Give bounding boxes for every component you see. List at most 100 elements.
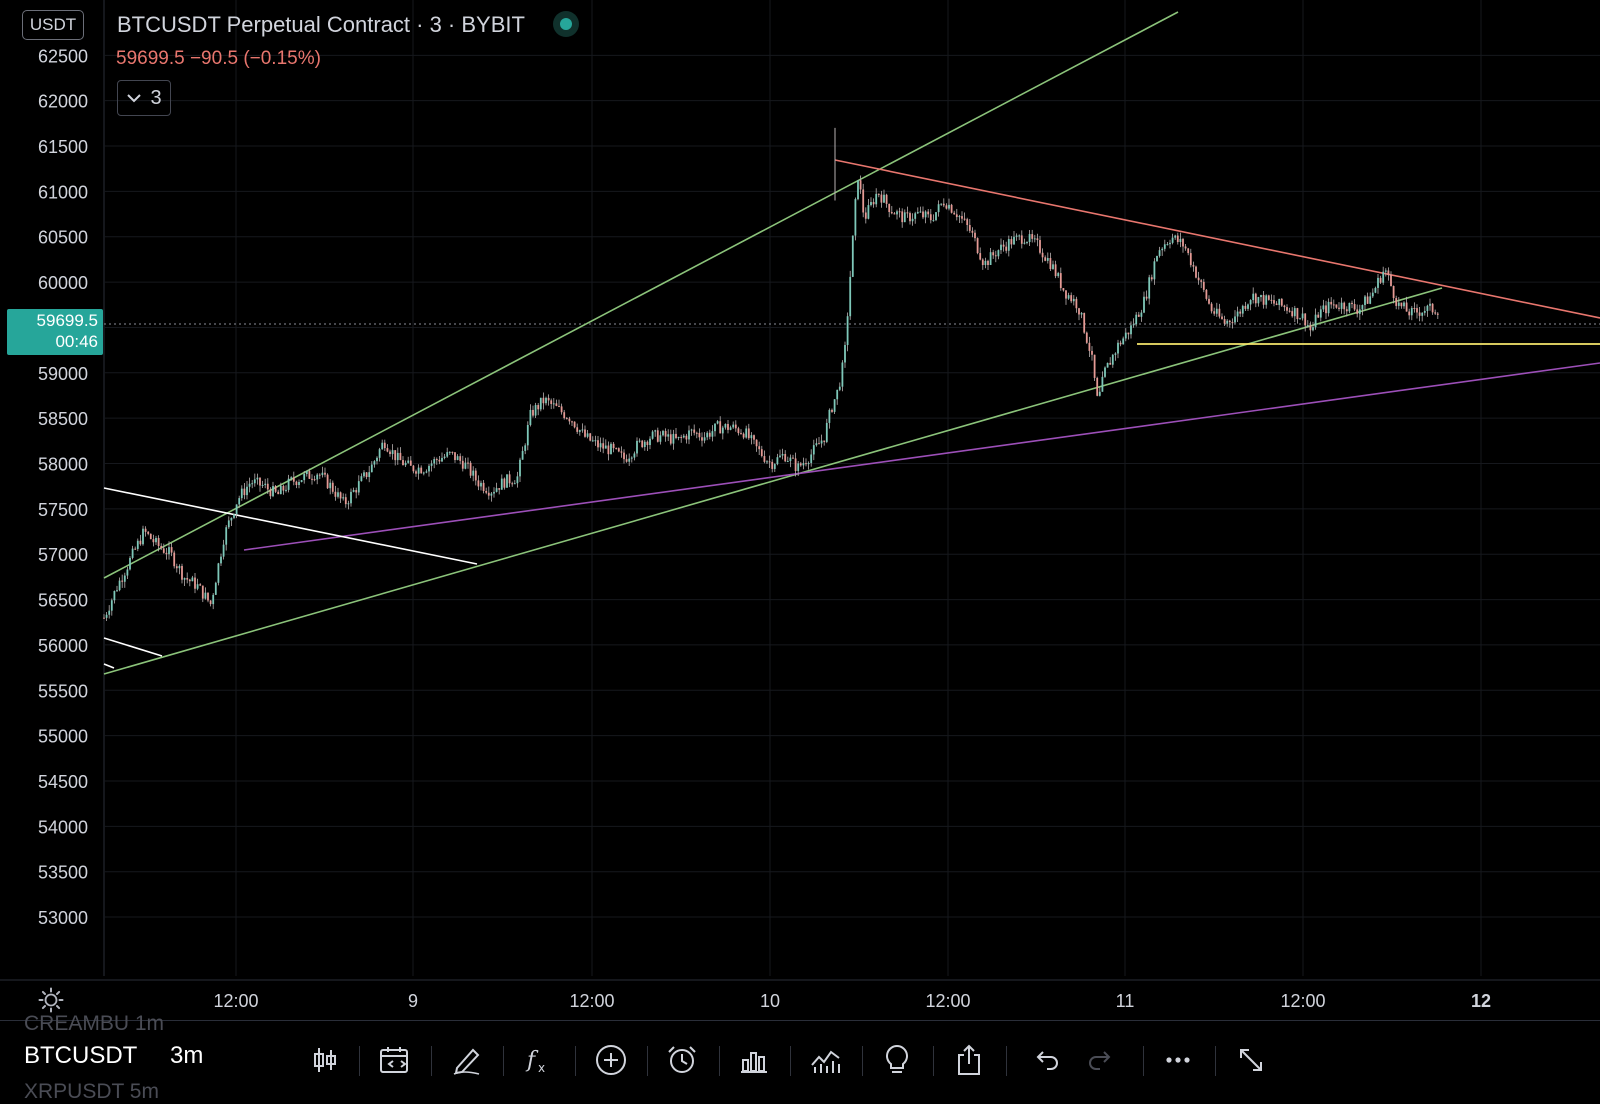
- candle: [763, 450, 766, 464]
- candle: [989, 247, 992, 266]
- candle: [1101, 371, 1104, 392]
- candle: [337, 487, 339, 499]
- trendline-white-3[interactable]: [103, 663, 115, 669]
- candle: [841, 360, 844, 392]
- candle: [584, 425, 586, 438]
- toolbar-separator: [359, 1046, 360, 1076]
- candle: [1179, 232, 1182, 248]
- symbol-list-ghost-above[interactable]: CREAMBU 1m: [24, 1012, 165, 1035]
- candle: [139, 534, 142, 546]
- more-button[interactable]: [1158, 1040, 1198, 1080]
- candle: [716, 420, 719, 425]
- redo-button[interactable]: [1081, 1040, 1121, 1080]
- candle: [547, 394, 550, 406]
- candle: [1345, 306, 1348, 317]
- candle: [1189, 248, 1192, 268]
- candle: [493, 487, 495, 498]
- candle: [1156, 255, 1158, 262]
- candle: [922, 206, 924, 220]
- candle: [503, 477, 506, 490]
- candle: [672, 429, 675, 450]
- candle: [599, 437, 602, 452]
- price-axis-label: 56000: [38, 636, 88, 656]
- candle: [1145, 290, 1148, 301]
- alarm-button[interactable]: [662, 1040, 702, 1080]
- trendline-red[interactable]: [834, 159, 1600, 319]
- candle: [1007, 235, 1010, 257]
- candle: [862, 183, 865, 218]
- settings-icon[interactable]: [38, 987, 64, 1013]
- candle: [958, 214, 961, 224]
- line-chart-button[interactable]: [806, 1040, 846, 1080]
- lightbulb-button[interactable]: [877, 1040, 917, 1080]
- candle: [222, 539, 225, 560]
- candle: [352, 487, 355, 493]
- chart-area[interactable]: 6250062000615006100060500600005950059000…: [0, 0, 1600, 1020]
- trendline-white-2[interactable]: [103, 637, 163, 657]
- candle: [682, 433, 685, 439]
- candle: [935, 212, 937, 222]
- candle: [888, 203, 891, 218]
- toolbar-separator: [862, 1046, 863, 1076]
- candle: [854, 197, 857, 241]
- price-axis-label: 53000: [38, 908, 88, 928]
- candle: [1390, 271, 1392, 287]
- candle: [1338, 302, 1340, 312]
- candle: [1366, 292, 1369, 305]
- candle: [1104, 366, 1106, 378]
- trendline-upper-channel[interactable]: [103, 11, 1179, 579]
- candle: [1335, 304, 1338, 309]
- candle: [1325, 300, 1327, 319]
- currency-selector[interactable]: USDT: [22, 10, 84, 40]
- candle: [344, 493, 347, 508]
- candle: [217, 562, 220, 586]
- candle: [664, 428, 667, 442]
- candle: [1054, 260, 1057, 279]
- candle: [820, 434, 823, 448]
- candles-button[interactable]: [305, 1040, 345, 1080]
- trendline-purple[interactable]: [243, 362, 1600, 551]
- candle: [246, 480, 248, 500]
- price-chart[interactable]: 6250062000615006100060500600005950059000…: [0, 0, 1600, 1020]
- candle: [802, 457, 805, 470]
- candle: [568, 416, 571, 425]
- candle: [282, 484, 285, 495]
- fullscreen-button[interactable]: [1231, 1040, 1271, 1080]
- candle: [521, 446, 524, 460]
- candle: [415, 469, 417, 477]
- plus-circle-button[interactable]: [591, 1040, 631, 1080]
- candle: [737, 426, 740, 436]
- interval-collapse-button[interactable]: 3: [117, 80, 171, 116]
- candle: [560, 403, 563, 415]
- interval-picker[interactable]: 3m: [170, 1042, 204, 1069]
- candle: [170, 543, 173, 557]
- undo-button[interactable]: [1026, 1040, 1066, 1080]
- candle: [1124, 328, 1127, 342]
- candle: [1262, 291, 1265, 309]
- share-button[interactable]: [949, 1040, 989, 1080]
- candle: [1080, 311, 1083, 319]
- candle: [1267, 294, 1270, 301]
- candle: [409, 456, 412, 466]
- symbol-header: BTCUSDT Perpetual Contract · 3 · BYBIT: [117, 11, 579, 39]
- candle: [305, 470, 308, 477]
- symbol-picker[interactable]: BTCUSDT: [24, 1042, 138, 1069]
- pen-button[interactable]: [447, 1040, 487, 1080]
- candle: [368, 465, 371, 483]
- bar-chart-button[interactable]: [734, 1040, 774, 1080]
- trendline-white-1[interactable]: [103, 487, 478, 565]
- symbol-list-ghost-below[interactable]: XRPUSDT 5m: [24, 1080, 159, 1103]
- trendline-lower-channel[interactable]: [103, 287, 1443, 675]
- candle: [844, 341, 846, 368]
- candle: [919, 206, 922, 213]
- candle: [357, 475, 360, 496]
- candle: [1114, 352, 1117, 361]
- candle: [937, 200, 940, 217]
- candle: [916, 207, 919, 214]
- calendar-compare-button[interactable]: [375, 1040, 415, 1080]
- candle: [1000, 238, 1002, 255]
- candle: [1387, 267, 1390, 281]
- candle: [464, 457, 467, 470]
